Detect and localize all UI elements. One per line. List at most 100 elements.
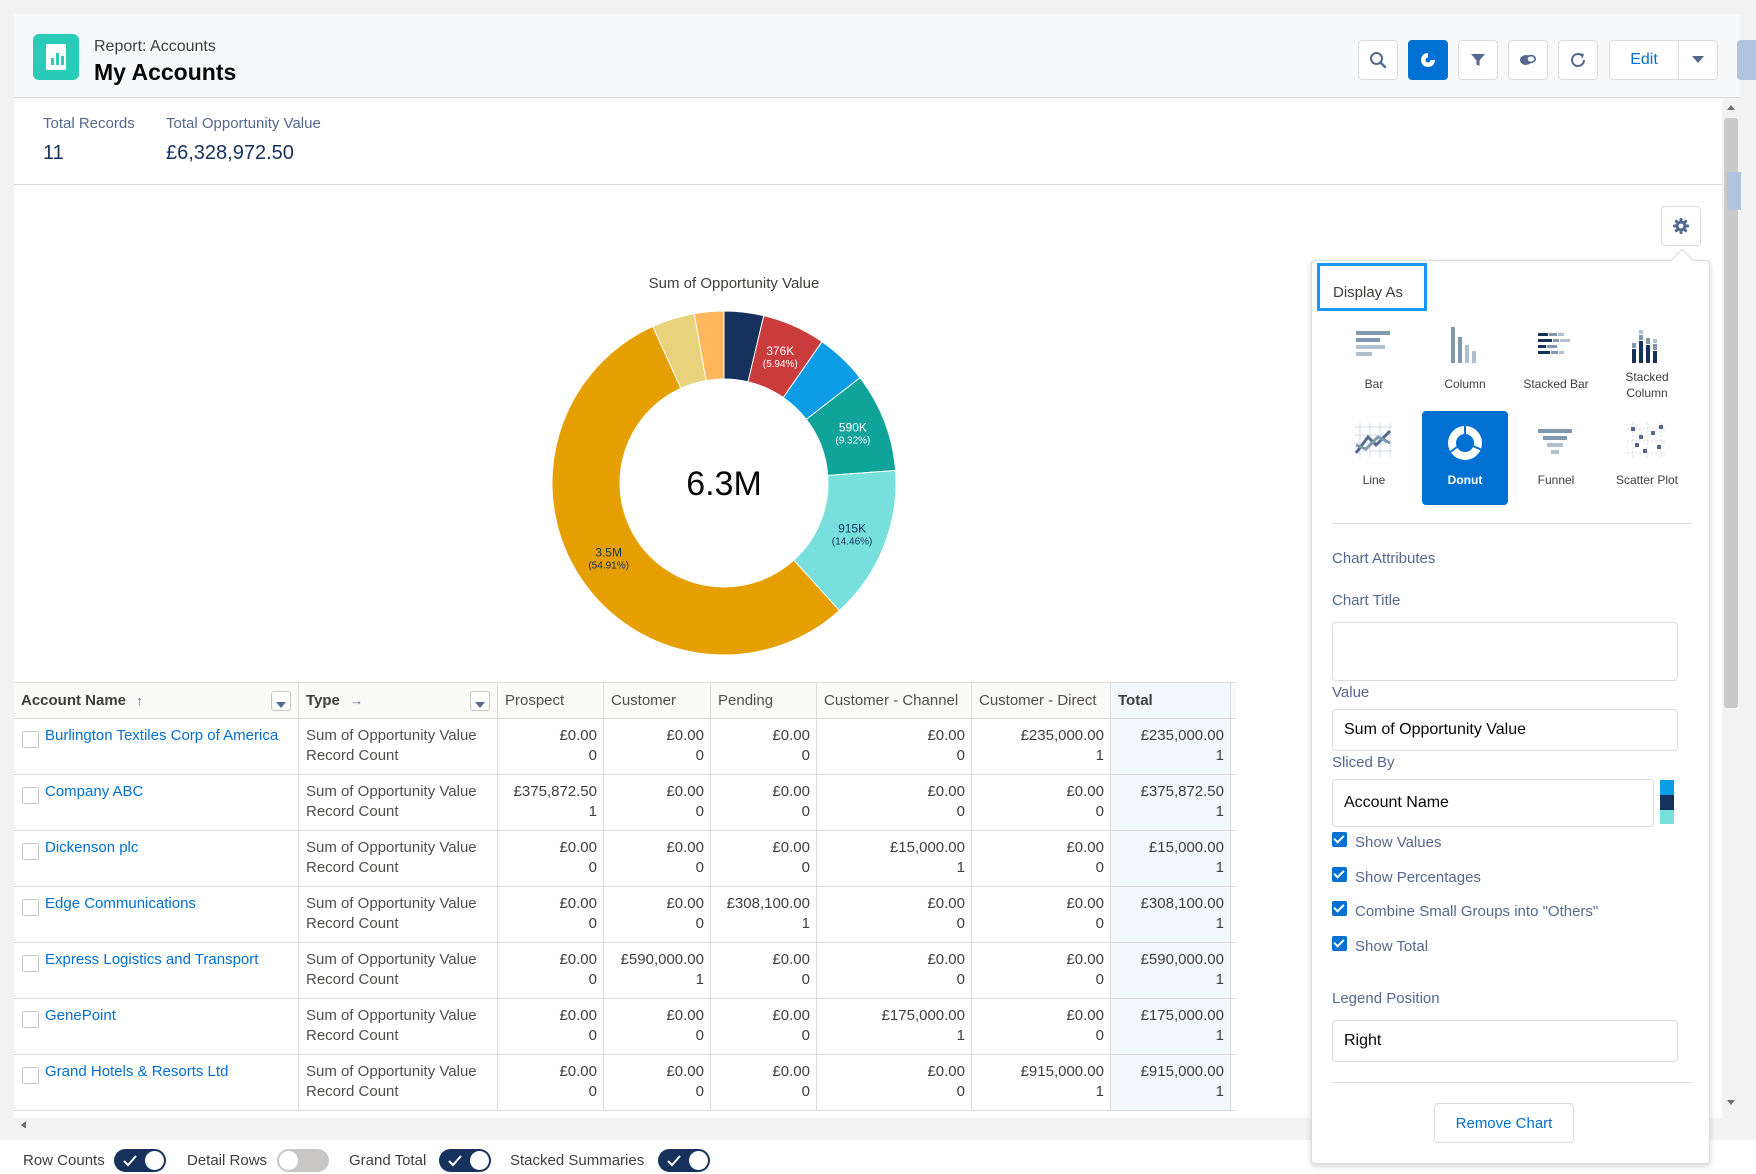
value-cell: £175,000.00 1 (1111, 999, 1231, 1054)
account-link[interactable]: GenePoint (45, 1007, 116, 1024)
donut-slice[interactable] (551, 325, 841, 656)
vertical-scrollbar[interactable] (1722, 98, 1740, 1128)
refresh-icon (1571, 53, 1585, 67)
value-cell: £175,000.00 1 (817, 999, 972, 1054)
type-cell: Sum of Opportunity Value Record Count (299, 999, 498, 1054)
donut-slice[interactable] (693, 310, 725, 382)
value-label: Value (1332, 684, 1370, 701)
chart-type-stacked-column[interactable]: Stacked Column (1604, 315, 1690, 409)
combine-small-groups-label: Combine Small Groups into "Others" (1355, 903, 1599, 920)
value-cell: £0.00 0 (498, 887, 604, 942)
scrollbar-thumb[interactable] (1724, 118, 1738, 708)
sliced-by-label: Sliced By (1332, 754, 1395, 771)
edit-button[interactable]: Edit (1609, 40, 1679, 80)
account-link[interactable]: Express Logistics and Transport (45, 951, 259, 968)
value-cell: £0.00 0 (604, 887, 711, 942)
search-button[interactable] (1358, 40, 1398, 80)
horizontal-scrollbar[interactable] (14, 1118, 1722, 1128)
line-chart-icon (1354, 423, 1392, 457)
refresh-button[interactable] (1558, 40, 1598, 80)
value-select[interactable]: Sum of Opportunity Value (1332, 709, 1678, 751)
account-link[interactable]: Dickenson plc (45, 839, 139, 856)
chart-toggle-button[interactable] (1408, 40, 1448, 80)
value-cell: £15,000.00 1 (817, 831, 972, 886)
side-panel-handle[interactable] (1727, 172, 1741, 210)
remove-chart-button[interactable]: Remove Chart (1434, 1103, 1574, 1143)
scroll-left-icon (21, 1121, 26, 1128)
account-link[interactable]: Burlington Textiles Corp of America (45, 727, 279, 744)
value-cell: £0.00 0 (498, 719, 604, 774)
value-cell: £375,872.50 1 (1111, 775, 1231, 830)
column-header-type[interactable]: Type → (299, 683, 498, 718)
chart-type-scatter[interactable]: Scatter Plot (1604, 411, 1690, 505)
value-cell: £0.00 0 (972, 775, 1111, 830)
more-actions-button[interactable] (1678, 40, 1718, 80)
column-menu-button[interactable] (271, 691, 291, 711)
show-total-checkbox[interactable] (1332, 936, 1347, 951)
divider (1332, 523, 1692, 524)
chart-type-line[interactable]: Line (1331, 411, 1417, 505)
column-menu-button[interactable] (470, 691, 490, 711)
row-checkbox[interactable] (22, 731, 39, 748)
table-row: Edge Communications Sum of Opportunity Va… (14, 887, 1236, 943)
report-header: Report: Accounts My Accounts Edit (14, 14, 1740, 98)
show-percentages-label: Show Percentages (1355, 869, 1481, 886)
total-value-value: £6,328,972.50 (166, 142, 294, 164)
account-link[interactable]: Company ABC (45, 783, 144, 800)
value-cell: £0.00 0 (711, 775, 817, 830)
chart-title-input[interactable] (1332, 622, 1678, 681)
arrow-right-icon: → (350, 693, 364, 708)
value-cell: £0.00 0 (711, 1055, 817, 1110)
color-swatch (1660, 780, 1674, 795)
feed-button[interactable] (1508, 40, 1548, 80)
row-checkbox[interactable] (22, 843, 39, 860)
show-values-checkbox[interactable] (1332, 832, 1347, 847)
row-counts-toggle[interactable] (114, 1149, 166, 1172)
chart-type-column[interactable]: Column (1422, 315, 1508, 409)
account-link[interactable]: Edge Communications (45, 895, 196, 912)
detail-rows-toggle[interactable] (277, 1149, 329, 1172)
stacked-summaries-toggle[interactable] (658, 1149, 710, 1172)
funnel-chart-icon (1538, 429, 1572, 454)
row-checkbox[interactable] (22, 1067, 39, 1084)
account-link[interactable]: Grand Hotels & Resorts Ltd (45, 1063, 229, 1080)
stacked-summaries-label: Stacked Summaries (510, 1152, 645, 1169)
chart-type-funnel[interactable]: Funnel (1513, 411, 1599, 505)
value-cell: £0.00 0 (972, 999, 1111, 1054)
show-percentages-checkbox[interactable] (1332, 867, 1347, 882)
filter-icon (1471, 54, 1485, 66)
filter-button[interactable] (1458, 40, 1498, 80)
row-checkbox[interactable] (22, 1011, 39, 1028)
chart-settings-button[interactable] (1661, 206, 1701, 246)
page-title: My Accounts (94, 59, 237, 85)
table-row: Grand Hotels & Resorts Ltd Sum of Opportu… (14, 1055, 1236, 1111)
value-cell: £0.00 0 (498, 943, 604, 998)
table-row: Burlington Textiles Corp of America Sum o… (14, 719, 1236, 775)
row-checkbox[interactable] (22, 955, 39, 972)
type-cell: Sum of Opportunity Value Record Count (299, 775, 498, 830)
value-cell: £235,000.00 1 (1111, 719, 1231, 774)
chart-type-stacked-bar[interactable]: Stacked Bar (1513, 315, 1599, 409)
row-checkbox[interactable] (22, 899, 39, 916)
chart-type-donut[interactable]: Donut (1422, 411, 1508, 505)
legend-position-select[interactable]: Right (1332, 1020, 1678, 1062)
sliced-by-select[interactable]: Account Name (1332, 779, 1654, 827)
value-cell: £0.00 0 (817, 887, 972, 942)
combine-small-groups-checkbox[interactable] (1332, 901, 1347, 916)
chart-type-bar[interactable]: Bar (1331, 315, 1417, 409)
stacked-column-icon (1632, 330, 1657, 363)
value-cell: £0.00 0 (817, 719, 972, 774)
grand-total-toggle[interactable] (439, 1149, 491, 1172)
grand-total-label: Grand Total (349, 1152, 427, 1169)
side-panel-toggle[interactable] (1737, 40, 1756, 80)
value-cell: £590,000.00 1 (604, 943, 711, 998)
report-icon (33, 34, 79, 80)
color-swatch (1660, 795, 1674, 810)
scatter-plot-icon (1627, 423, 1665, 457)
row-checkbox[interactable] (22, 787, 39, 804)
value-cell: £0.00 0 (498, 1055, 604, 1110)
table-row: Company ABC Sum of Opportunity Value Recor… (14, 775, 1236, 831)
column-header-account-name[interactable]: Account Name ↑ (14, 683, 299, 718)
value-cell: £0.00 0 (972, 887, 1111, 942)
